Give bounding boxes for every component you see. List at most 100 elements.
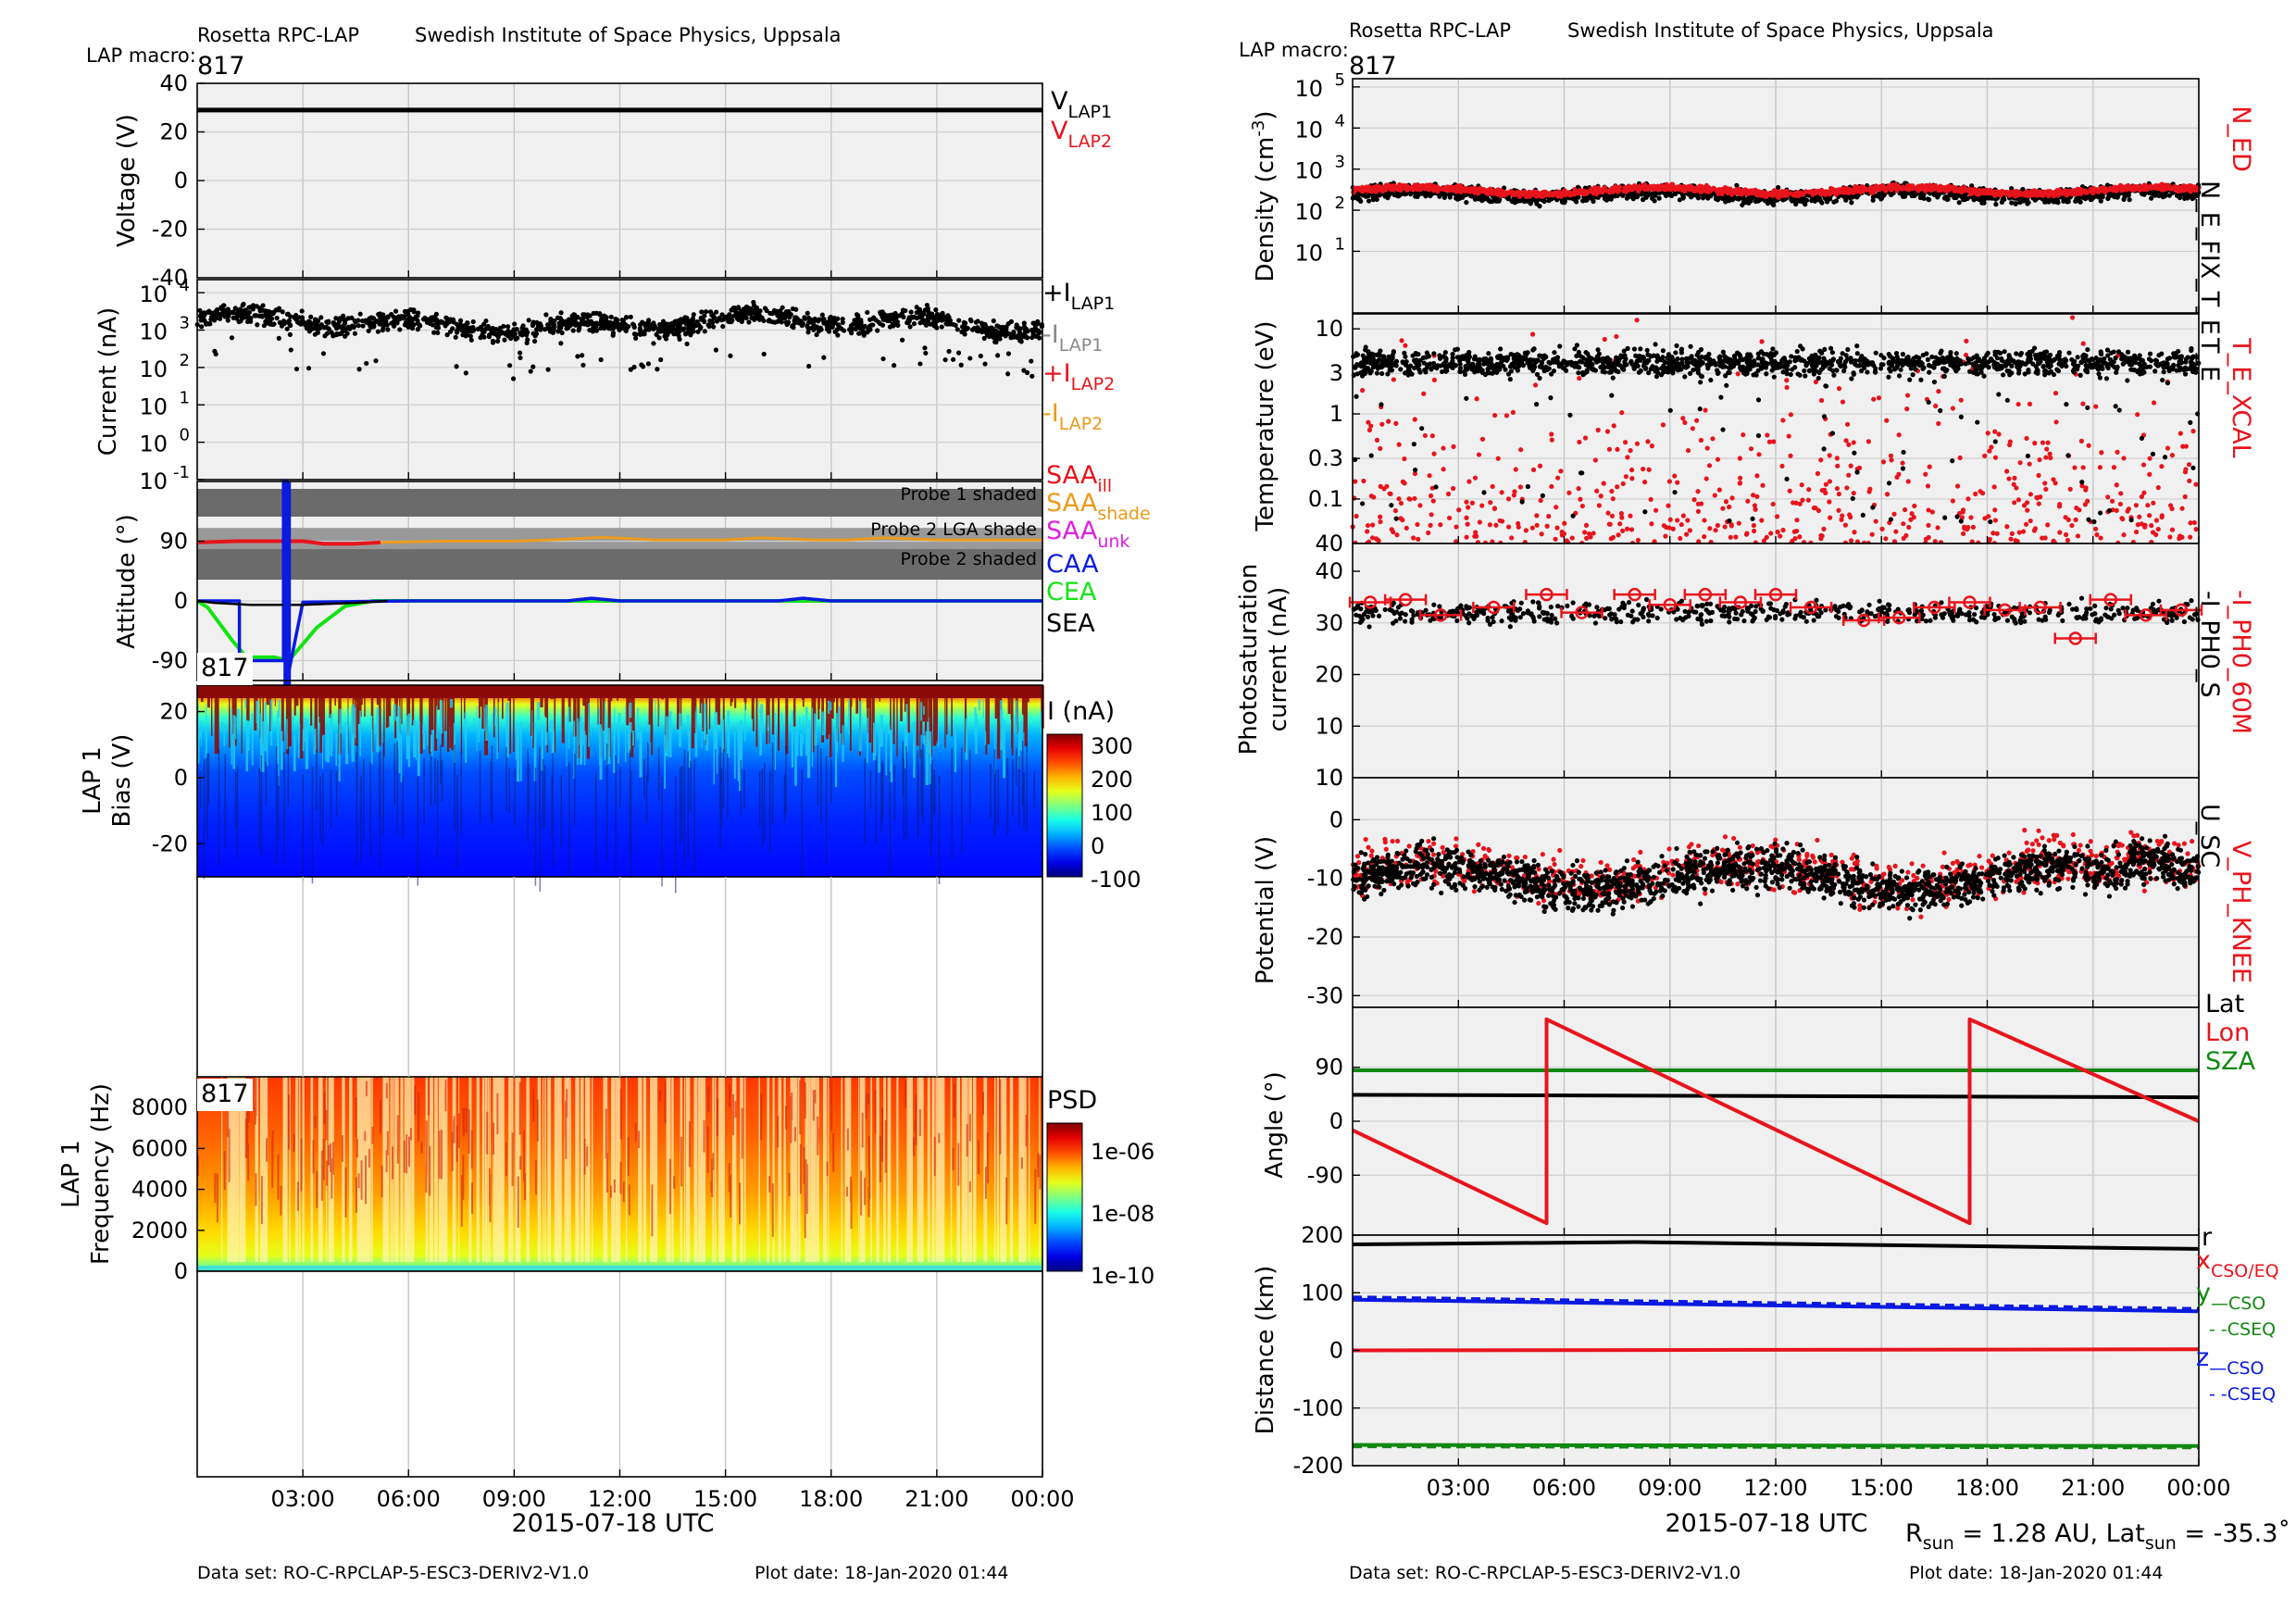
ytick-label: 0 bbox=[174, 168, 188, 194]
ytick-label: -20 bbox=[152, 831, 188, 856]
xtick-label: 09:00 bbox=[1638, 1475, 1702, 1501]
ytick-label: 0 bbox=[1329, 806, 1343, 832]
xtick-label: 03:00 bbox=[271, 1486, 335, 1512]
legend-distance-0: r bbox=[2202, 1223, 2213, 1252]
xtick-label: 21:00 bbox=[2061, 1475, 2125, 1501]
distance-panel: 200 100 0 -100 -200 03:00 06:00 09:00 12:00 15:00… bbox=[1252, 1222, 2279, 1501]
marker bbox=[1803, 600, 1818, 615]
ytick-label: 10 bbox=[139, 356, 168, 382]
ytick-label: 90 bbox=[159, 529, 188, 555]
bias-macro-tag: 817 bbox=[201, 654, 249, 682]
legend-n-e-fix: N_E_FIX_T_E bbox=[2195, 181, 2224, 335]
xtick-label: 00:00 bbox=[2166, 1475, 2230, 1501]
legend-attitude-3: CAA bbox=[1046, 550, 1099, 579]
legend-vlap2: VLAP2 bbox=[1051, 117, 1112, 152]
ytick-label: 0 bbox=[174, 588, 188, 614]
right-header-institute: Swedish Institute of Space Physics, Upps… bbox=[1567, 19, 1994, 42]
y-cseq-line bbox=[1352, 1445, 2200, 1450]
photo-dots-black bbox=[1351, 595, 2201, 630]
psd-macro-tag: 817 bbox=[201, 1080, 249, 1108]
attitude-border bbox=[196, 481, 1043, 681]
ytick-label: 8000 bbox=[131, 1094, 188, 1120]
ytick-label: 20 bbox=[159, 119, 188, 145]
z-cso-line bbox=[1352, 1297, 2200, 1314]
bias-ylabel-1: LAP 1 bbox=[79, 746, 106, 814]
ytick-exponent: 0 bbox=[180, 426, 190, 445]
xtick-label: 18:00 bbox=[799, 1486, 863, 1512]
ytick-label: 0 bbox=[1329, 1338, 1343, 1364]
psd-bottom-band bbox=[197, 1266, 1042, 1271]
attitude-panel: Probe 1 shaded Probe 2 LGA shade Probe 2 s… bbox=[113, 461, 1151, 693]
legend-angle-2: SZA bbox=[2205, 1047, 2256, 1076]
ytick-label: 10 bbox=[1315, 765, 1343, 791]
photo-ylabel-2: current (nA) bbox=[1265, 587, 1292, 732]
ytick-label: -30 bbox=[1307, 982, 1343, 1008]
ytick-label: 30 bbox=[1315, 610, 1343, 636]
band-probe2 bbox=[197, 549, 1042, 581]
ytick-label: 10 bbox=[1294, 199, 1323, 225]
marker bbox=[1998, 603, 2012, 618]
marker bbox=[2103, 593, 2118, 606]
legend-iph0-s: -I_PH0_S bbox=[2195, 591, 2224, 698]
x-line bbox=[1352, 1347, 2200, 1353]
marker bbox=[2033, 600, 2047, 615]
left-header-title: Rosetta RPC-LAP bbox=[197, 24, 359, 46]
bias-colorbar-tick: -100 bbox=[1091, 867, 1141, 893]
marker bbox=[1433, 608, 1448, 622]
legend-angle-1: Lon bbox=[2205, 1018, 2250, 1047]
marker bbox=[1928, 600, 1941, 615]
left-header-institute: Swedish Institute of Space Physics, Upps… bbox=[415, 24, 842, 46]
legend-distance-5: - -CSEQ bbox=[2209, 1384, 2276, 1405]
marker bbox=[2068, 631, 2082, 645]
current-ylabel: Current (nA) bbox=[94, 307, 122, 456]
z-cseq-line bbox=[1352, 1295, 2200, 1310]
right-footer-plotdate: Plot date: 18-Jan-2020 01:44 bbox=[1909, 1563, 2164, 1583]
ytick-label: 10 bbox=[1294, 240, 1323, 266]
ytick-label: 4000 bbox=[131, 1177, 188, 1203]
potential-dots-black bbox=[1351, 833, 2202, 921]
bias-colorbar-tick: 100 bbox=[1091, 800, 1133, 826]
ytick-exponent: 2 bbox=[1335, 194, 1345, 213]
marker bbox=[1487, 600, 1501, 615]
marker bbox=[1628, 587, 1641, 602]
psd-colorbar-tick: 1e-10 bbox=[1091, 1263, 1154, 1289]
bias-texture-cyan bbox=[197, 699, 1042, 792]
legend-n-ed: N_ED bbox=[2227, 106, 2255, 172]
left-footer-dataset: Data set: RO-C-RPCLAP-5-ESC3-DERIV2-V1.0 bbox=[197, 1563, 589, 1583]
ytick-label: 10 bbox=[139, 431, 168, 457]
ytick-exponent: 5 bbox=[1335, 70, 1345, 90]
legend-iph0-60m: -I_PH0_60M bbox=[2227, 590, 2255, 734]
legend-current-3: -ILAP2 bbox=[1042, 399, 1103, 434]
ytick-exponent: -1 bbox=[173, 463, 190, 482]
ytick-label: 0.3 bbox=[1308, 445, 1343, 471]
bias-colorbar-tick: 0 bbox=[1091, 833, 1104, 859]
r-line bbox=[1352, 1240, 2200, 1251]
angle-ylabel: Angle (°) bbox=[1261, 1071, 1289, 1179]
ytick-label: -100 bbox=[1293, 1395, 1343, 1421]
ytick-label: 10 bbox=[1294, 76, 1323, 102]
bias-ylabel-2: Bias (V) bbox=[108, 734, 136, 828]
left-macro-value: 817 bbox=[197, 52, 245, 81]
bias-colorbar-tick: 200 bbox=[1091, 767, 1133, 793]
legend-distance-2: y—CSO bbox=[2196, 1279, 2265, 1314]
marker bbox=[1398, 593, 1413, 606]
ytick-label: 90 bbox=[1315, 1055, 1343, 1081]
ytick-exponent: 1 bbox=[180, 388, 190, 407]
xtick-label: 12:00 bbox=[588, 1486, 652, 1512]
ytick-label: 10 bbox=[1315, 765, 1343, 791]
psd-spectrogram-panel: 8000 6000 4000 2000 0 817 LAP 1 Frequency (Hz) P… bbox=[57, 1076, 1154, 1289]
marker bbox=[1663, 597, 1677, 612]
voltage-border bbox=[196, 82, 1043, 279]
xtick-label: 15:00 bbox=[693, 1486, 757, 1512]
legend-current-1: -ILAP1 bbox=[1042, 320, 1103, 356]
legend-attitude-1: SAAshade bbox=[1046, 489, 1151, 524]
band-label-probe2: Probe 2 shaded bbox=[901, 549, 1037, 569]
ytick-label: 0 bbox=[1329, 1108, 1343, 1134]
ytick-label: 10 bbox=[139, 468, 168, 494]
ytick-label: 0.1 bbox=[1308, 486, 1343, 512]
psd-colorbar-tick: 1e-06 bbox=[1091, 1139, 1154, 1165]
ytick-label: 40 bbox=[159, 70, 188, 96]
